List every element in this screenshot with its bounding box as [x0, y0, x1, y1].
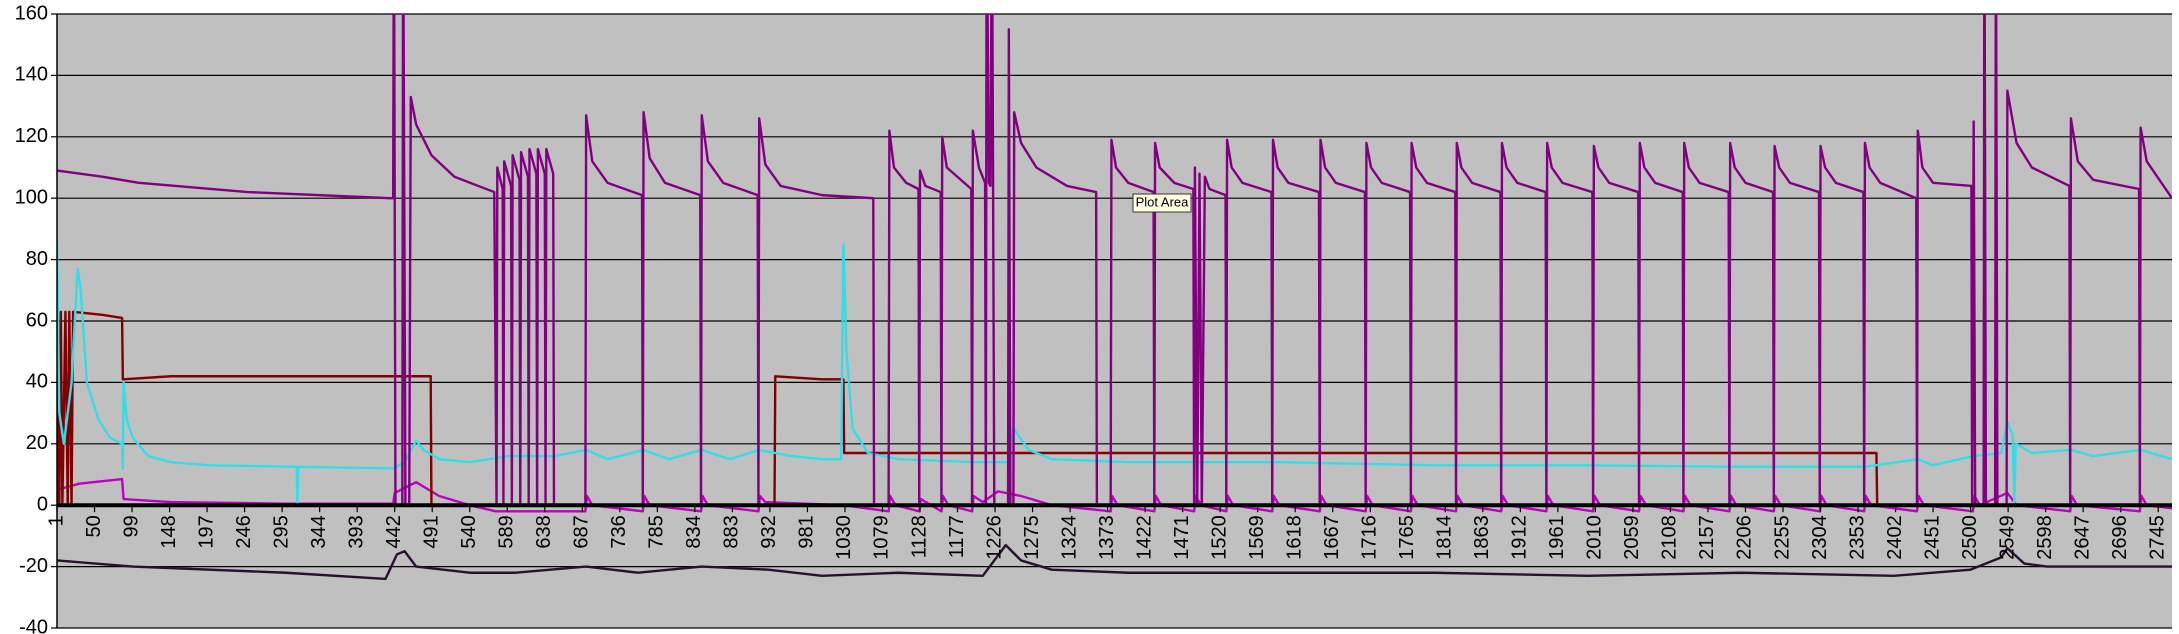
y-tick-label: 60: [26, 309, 48, 331]
x-tick-label: 2353: [1846, 515, 1868, 560]
x-tick-label: 834: [683, 515, 705, 548]
x-tick-label: 2500: [1959, 515, 1981, 560]
y-tick-label: 140: [15, 64, 48, 86]
x-tick-label: 981: [796, 515, 818, 548]
series-line: [57, 543, 2172, 581]
x-tick-label: 246: [233, 515, 255, 548]
x-tick-label: 1226: [983, 515, 1005, 560]
x-tick-label: 1814: [1434, 515, 1456, 560]
x-tick-label: 1569: [1246, 515, 1268, 560]
y-tick-label: -20: [19, 555, 48, 577]
x-tick-label: 1520: [1208, 515, 1230, 560]
y-tick-label: 120: [15, 125, 48, 147]
x-tick-label: 344: [308, 515, 330, 548]
y-tick-label: 80: [26, 248, 48, 270]
x-tick-label: 442: [383, 515, 405, 548]
x-tick-label: 1618: [1283, 515, 1305, 560]
tooltip: Plot Area: [1132, 193, 1192, 213]
x-tick-label: 1422: [1133, 515, 1155, 560]
x-tick-label: 197: [195, 515, 217, 548]
x-tick-label: 1030: [833, 515, 855, 560]
x-tick-label: 687: [571, 515, 593, 548]
y-tick-label: 100: [15, 186, 48, 208]
x-tick-label: 1324: [1058, 515, 1080, 560]
x-tick-label: 2304: [1809, 515, 1831, 560]
x-tick-label: 1716: [1359, 515, 1381, 560]
x-tick-label: 1863: [1471, 515, 1493, 560]
x-tick-label: 638: [533, 515, 555, 548]
y-tick-label: -40: [19, 616, 48, 634]
x-tick-label: 883: [721, 515, 743, 548]
x-tick-label: 589: [496, 515, 518, 548]
x-tick-label: 1177: [946, 515, 968, 558]
x-tick-label: 1079: [871, 515, 893, 560]
x-tick-label: 491: [420, 515, 442, 548]
x-tick-label: 393: [345, 515, 367, 548]
x-tick-label: 1765: [1396, 515, 1418, 560]
x-tick-label: 2549: [1996, 515, 2018, 560]
y-tick-label: 20: [26, 432, 48, 454]
x-tick-label: 2402: [1884, 515, 1906, 560]
x-tick-label: 2598: [2034, 515, 2056, 560]
x-tick-label: 540: [458, 515, 480, 548]
x-tick-label: 2059: [1621, 515, 1643, 560]
x-tick-label: 1667: [1321, 515, 1343, 560]
series-line: [57, 14, 2172, 507]
x-tick-label: 1275: [1021, 515, 1043, 560]
x-tick-label: 736: [608, 515, 630, 548]
series-line: [57, 241, 2172, 507]
x-tick-label: 99: [120, 515, 142, 537]
x-tick-label: 2206: [1734, 515, 1756, 560]
x-tick-label: 2745: [2146, 515, 2168, 560]
x-tick-label: 932: [758, 515, 780, 548]
x-tick-label: 2696: [2109, 515, 2131, 560]
tooltip-box: [1132, 193, 1192, 213]
x-tick-label: 2451: [1921, 515, 1943, 560]
x-tick-label: 1: [45, 515, 67, 526]
y-tick-label: 0: [37, 493, 48, 515]
axes: -40 -20 0 20 40 60 80 100 120 140 160 1 50 99 148 197 24…: [15, 2, 2172, 634]
y-tick-label: 160: [15, 2, 48, 24]
y-tick-label: 40: [26, 371, 48, 393]
x-tick-label: 2010: [1584, 515, 1606, 560]
tooltip-text: Plot Area: [1136, 194, 1190, 209]
x-tick-label: 148: [158, 515, 180, 548]
x-tick-label: 1128: [908, 515, 930, 558]
x-tick-label: 50: [83, 515, 105, 537]
x-tick-label: 295: [270, 515, 292, 548]
x-tick-label: 2255: [1771, 515, 1793, 560]
x-tick-label: 2108: [1659, 515, 1681, 560]
x-tick-label: 785: [646, 515, 668, 548]
x-tick-label: 1961: [1546, 515, 1568, 560]
x-tick-label: 1471: [1171, 515, 1193, 560]
x-tick-label: 1912: [1509, 515, 1531, 560]
series-line: [57, 310, 2172, 507]
x-tick-label: 2647: [2071, 515, 2093, 560]
x-tick-label: 1373: [1096, 515, 1118, 560]
x-tick-label: 2157: [1696, 515, 1718, 560]
